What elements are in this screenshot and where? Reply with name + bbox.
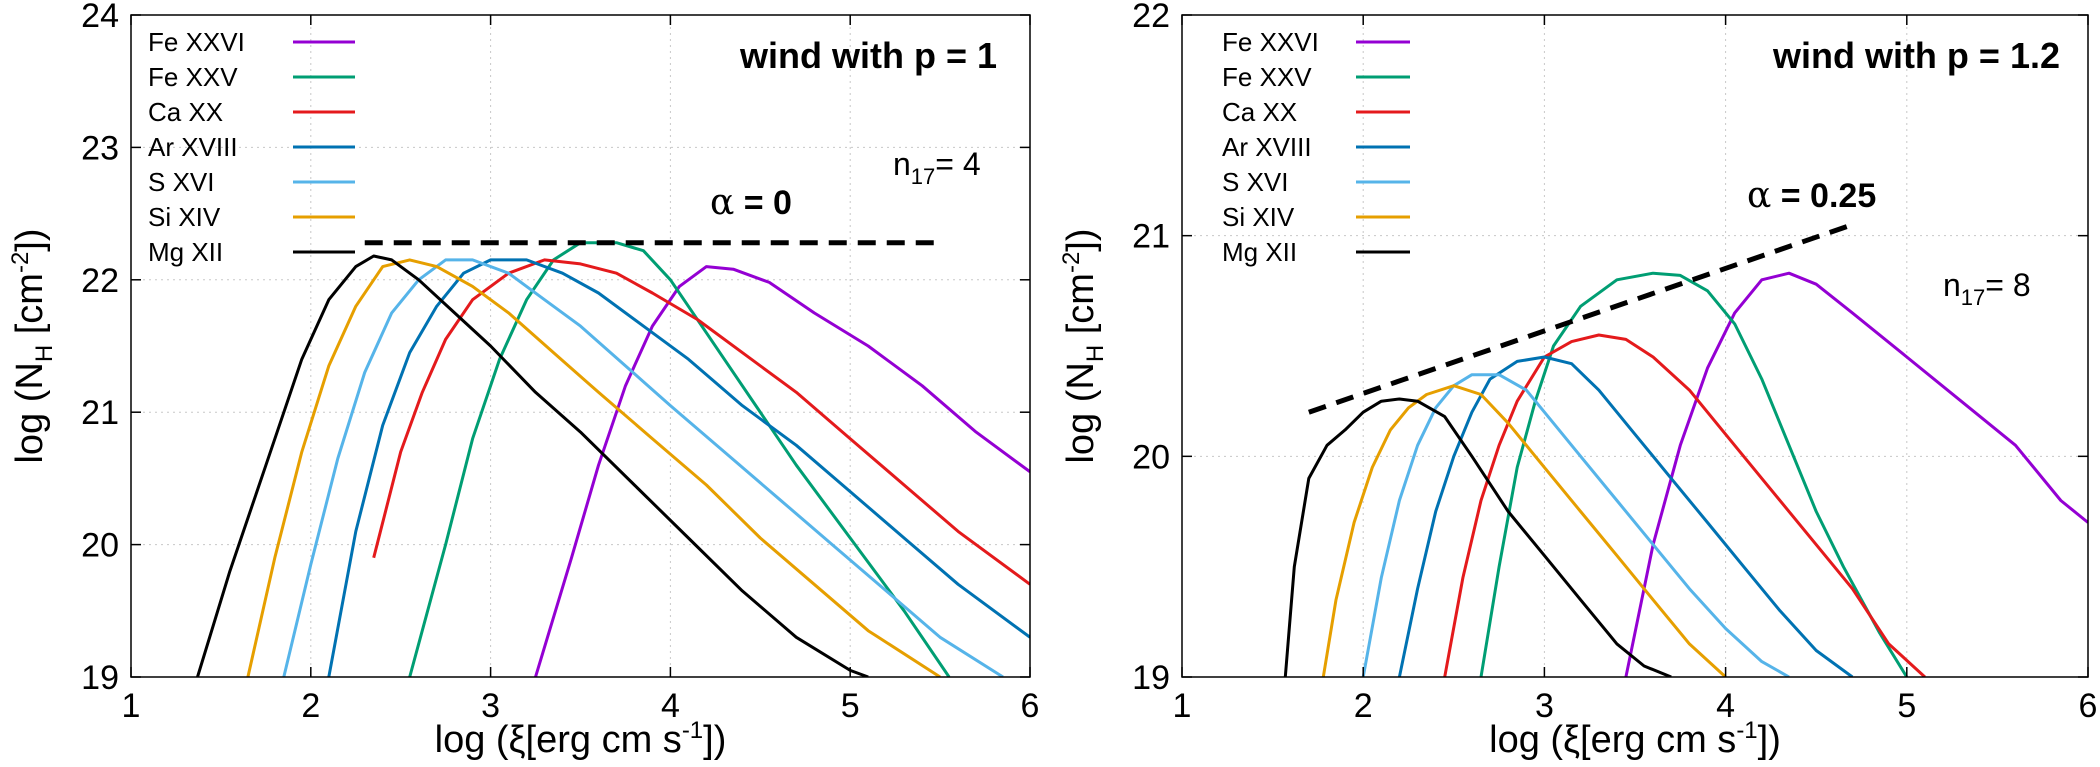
y-tick-label: 21: [1132, 218, 1170, 256]
x-tick-label: 5: [841, 687, 860, 725]
y-axis-label-mid: [cm: [1060, 273, 1102, 345]
n17-subscript: 17: [1961, 285, 1985, 310]
legend: Fe XXVI Fe XXV Ca XX Ar XVIII S XVI Si XIV Mg …: [1222, 27, 1410, 267]
series-line-s-xvi: [1361, 373, 1790, 677]
alpha-symbol: α: [710, 182, 734, 223]
plot-frame: [1181, 14, 2089, 678]
y-tick-label: 22: [1132, 0, 1170, 35]
series-line-ar-xviii: [327, 258, 1030, 677]
series-line-s-xvi: [282, 258, 1004, 677]
alpha-symbol: α: [1747, 175, 1771, 216]
x-axis-label: log (ξ[erg cm s-1]): [435, 717, 727, 761]
y-tick-label: 20: [1132, 438, 1170, 476]
x-axis-label: log (ξ[erg cm s-1]): [1489, 717, 1781, 761]
series-line-si-xiv: [246, 258, 941, 677]
series-line-mg-xii: [1283, 397, 1672, 677]
legend-label: Si XIV: [148, 202, 221, 232]
y-axis-label-end: ]): [9, 228, 51, 251]
y-tick-label: 20: [81, 527, 119, 565]
n17-annotation: n17= 8: [1943, 267, 2031, 310]
legend: Fe XXVI Fe XXV Ca XX Ar XVIII S XVI Si XIV Mg …: [148, 27, 355, 267]
y-axis-label-sup: -2: [7, 252, 34, 273]
plot-frame: [130, 14, 1031, 678]
legend-label: Si XIV: [1222, 202, 1295, 232]
x-axis-label-sup: -1: [1736, 717, 1757, 744]
series-line-ca-xx: [1443, 333, 1926, 677]
alpha-annotation: α = 0: [710, 182, 792, 223]
legend-label: S XVI: [1222, 167, 1288, 197]
series-line-mg-xii: [196, 254, 869, 677]
series-line-fe-xxvi: [534, 265, 1030, 677]
series-line-ar-xviii: [1397, 355, 1854, 677]
x-tick-label: 5: [1897, 687, 1916, 725]
n17-label: n: [1943, 267, 1961, 303]
y-axis-label-main: log (N: [1060, 362, 1102, 463]
y-tick-label: 22: [81, 262, 119, 300]
legend-label: Fe XXVI: [1222, 27, 1319, 57]
alpha-value: = 0.25: [1771, 177, 1876, 215]
alpha-annotation: α = 0.25: [1747, 175, 1876, 216]
y-axis-label-main: log (N: [9, 362, 51, 463]
n17-value: = 8: [1985, 267, 2030, 303]
y-tick-label: 19: [81, 659, 119, 697]
legend-label: Mg XII: [148, 237, 223, 267]
legend-label: Fe XXVI: [148, 27, 245, 57]
y-axis-label-mid: [cm: [9, 273, 51, 345]
alpha-value: = 0: [734, 184, 792, 222]
panel-title: wind with p = 1: [739, 35, 997, 76]
series-line-fe-xxv: [408, 241, 951, 677]
series-group: [1283, 271, 2088, 677]
legend-label: Ar XVIII: [1222, 132, 1312, 162]
y-axis-label: log (NH [cm-2]): [7, 228, 58, 463]
x-tick-label: 4: [1716, 687, 1735, 725]
panel-title: wind with p = 1.2: [1772, 35, 2060, 76]
x-tick-label: 3: [1535, 687, 1554, 725]
legend-label: Fe XXV: [1222, 62, 1312, 92]
alpha-dashed-line: [1308, 222, 1854, 415]
legend-label: Fe XXV: [148, 62, 238, 92]
series-line-fe-xxvi: [1624, 271, 2088, 677]
y-axis-label-sub: H: [31, 345, 58, 362]
x-axis-label-end: ]): [1758, 719, 1781, 761]
series-line-si-xiv: [1321, 384, 1727, 677]
x-axis-label-sup: -1: [682, 717, 703, 744]
series-line-fe-xxv: [1479, 271, 1909, 677]
x-tick-label: 3: [481, 687, 500, 725]
y-axis-label-sup: -2: [1058, 252, 1085, 273]
x-axis-label-end: ]): [703, 719, 726, 761]
legend-label: Ca XX: [1222, 97, 1297, 127]
n17-value: = 4: [935, 146, 980, 182]
y-tick-label: 21: [81, 394, 119, 432]
x-tick-label: 2: [1354, 687, 1373, 725]
y-tick-label: 19: [1132, 659, 1170, 697]
x-tick-label: 1: [1173, 687, 1192, 725]
x-tick-label: 4: [661, 687, 680, 725]
y-tick-label: 24: [81, 0, 119, 35]
x-tick-label: 6: [1021, 687, 1040, 725]
x-axis-label-main: log (ξ[erg cm s: [1489, 719, 1736, 761]
legend-label: Ca XX: [148, 97, 223, 127]
y-axis-label: log (NH [cm-2]): [1058, 228, 1109, 463]
y-axis-label-sub: H: [1082, 345, 1109, 362]
y-axis-label-end: ]): [1060, 228, 1102, 251]
n17-annotation: n17= 4: [893, 146, 981, 189]
y-tick-label: 23: [81, 129, 119, 167]
x-tick-label: 1: [122, 687, 141, 725]
series-group: [196, 241, 1030, 677]
x-tick-label: 2: [301, 687, 320, 725]
n17-subscript: 17: [911, 164, 935, 189]
legend-label: Ar XVIII: [148, 132, 238, 162]
legend-label: S XVI: [148, 167, 214, 197]
series-line-ca-xx: [372, 258, 1030, 586]
n17-label: n: [893, 146, 911, 182]
x-axis-label-main: log (ξ[erg cm s: [435, 719, 682, 761]
x-tick-label: 6: [2079, 687, 2098, 725]
legend-label: Mg XII: [1222, 237, 1297, 267]
